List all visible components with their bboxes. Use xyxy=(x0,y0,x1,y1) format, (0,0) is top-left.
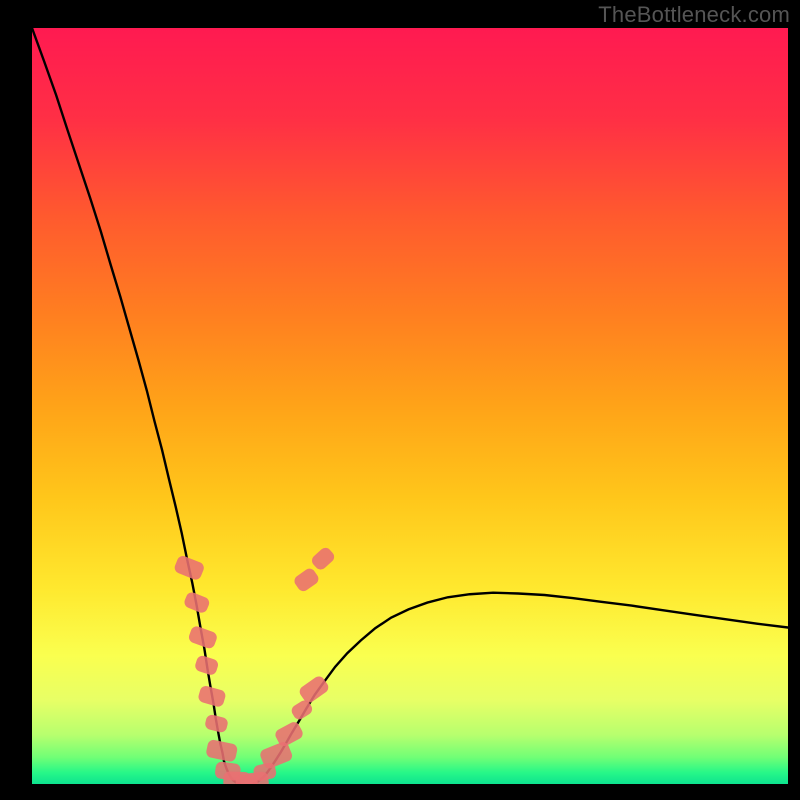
chart-svg xyxy=(0,0,800,800)
gradient-background xyxy=(32,28,788,784)
watermark-text: TheBottleneck.com xyxy=(598,2,790,28)
bottleneck-chart: TheBottleneck.com xyxy=(0,0,800,800)
